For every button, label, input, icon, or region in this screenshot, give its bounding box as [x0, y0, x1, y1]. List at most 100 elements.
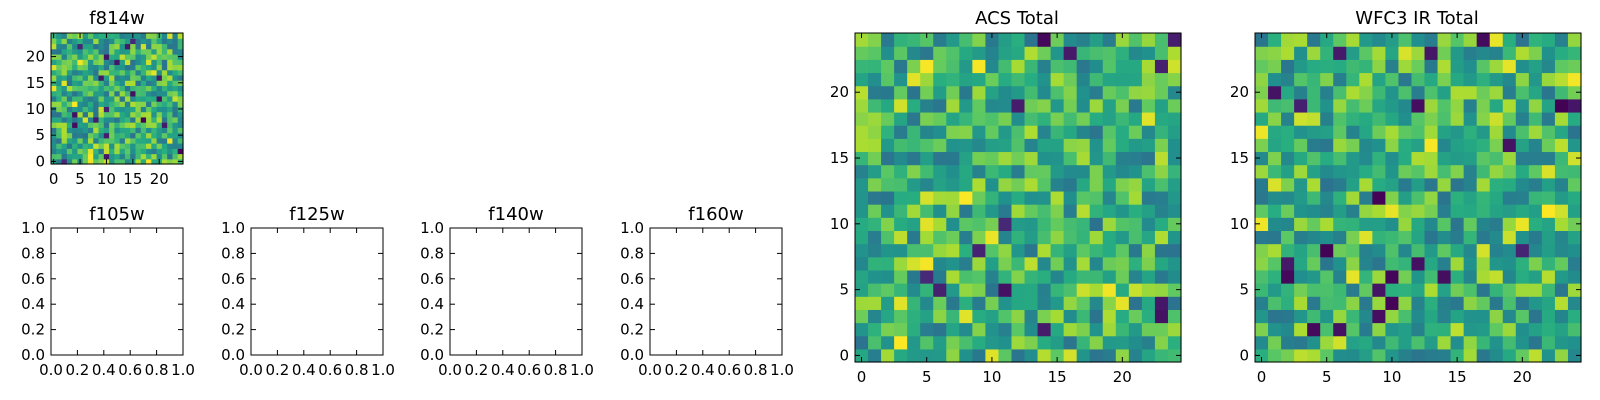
f814w-cell [177, 59, 184, 66]
wfc3-ir-total-cell [1476, 72, 1491, 87]
acs-total-cell [881, 309, 895, 324]
f814w-cell [77, 137, 84, 144]
f814w-cell [61, 158, 68, 165]
wfc3-ir-total-cell [1567, 98, 1582, 113]
panel-f105w: f105w 0.0 0.2 0.4 0.6 0.8 1.00.00.20.40.60.81… [21, 204, 195, 379]
wfc3-ir-total-cell [1294, 283, 1308, 297]
acs-total-cell [1102, 296, 1117, 310]
acs-total-cell [1076, 85, 1091, 100]
f814w-cell [87, 59, 94, 66]
f160w-y-tick-label: 0.0 [620, 346, 644, 364]
wfc3-ir-total-cell [1567, 72, 1582, 87]
wfc3-ir-total-cell [1489, 230, 1504, 245]
acs-total-cell [907, 296, 921, 310]
acs-total-cell [1024, 204, 1039, 218]
f814w-cell [82, 148, 89, 155]
f814w-cell [98, 148, 105, 155]
acs-total-cell [868, 33, 882, 47]
acs-total-cell [1115, 59, 1130, 74]
f814w-cell [109, 85, 115, 92]
acs-total-cell [1024, 125, 1039, 139]
wfc3-ir-total-cell [1424, 138, 1439, 153]
f814w-cell [51, 74, 57, 81]
acs-total-cell [1063, 164, 1078, 179]
f814w-cell [93, 106, 100, 113]
acs-total-cell [1011, 164, 1026, 179]
acs-total-cell [985, 190, 1000, 205]
f814w-cell [72, 33, 78, 39]
wfc3-ir-total-cell [1554, 204, 1569, 218]
f814w-cell [151, 132, 158, 139]
wfc3-ir-total-cell [1320, 177, 1334, 192]
acs-total-cell [998, 111, 1013, 126]
wfc3-ir-total-cell [1372, 283, 1386, 297]
acs-total-cell [972, 177, 986, 192]
acs-total-cell [1154, 309, 1169, 324]
f814w-cell [156, 132, 163, 139]
f814w-cell [135, 69, 142, 76]
acs-total-cell [985, 256, 1000, 271]
acs-total-cell [985, 335, 1000, 350]
wfc3-ir-total-cell [1320, 111, 1334, 126]
acs-total-cell [1089, 138, 1104, 153]
f140w-y-tick-label: 1.0 [420, 219, 444, 237]
wfc3-ir-total-cell [1554, 33, 1569, 47]
wfc3-ir-total-cell [1398, 256, 1413, 271]
wfc3-ir-total-cell [1567, 111, 1582, 126]
wfc3-ir-total-cell [1528, 322, 1543, 337]
f814w-cell [177, 122, 184, 128]
acs-total-cell [920, 322, 934, 337]
f814w-cell [140, 74, 147, 81]
f814w-cell [119, 59, 126, 66]
wfc3-ir-total-cell [1307, 322, 1321, 337]
wfc3-ir-total-y-tick-label: 15 [1230, 149, 1249, 167]
wfc3-ir-total-cell [1398, 309, 1413, 324]
acs-total-cell [881, 46, 895, 60]
f814w-cell [103, 111, 110, 118]
f814w-cell [177, 137, 184, 144]
acs-total-cell [1011, 138, 1026, 153]
acs-total-cell [1154, 190, 1169, 205]
acs-total-cell [1011, 256, 1026, 271]
acs-total-cell [946, 309, 960, 324]
f814w-cell [114, 148, 121, 155]
acs-total-cell [1128, 33, 1143, 47]
acs-total-cell [881, 256, 895, 271]
f814w-cell [103, 90, 110, 97]
acs-total-cell [1089, 46, 1104, 60]
acs-total-cell [868, 59, 882, 74]
f814w-cell [140, 80, 147, 86]
f814w-cell [135, 122, 142, 128]
f814w-cell [51, 143, 57, 149]
acs-total-cell [1167, 230, 1182, 245]
f814w-cell [72, 69, 78, 76]
acs-total-cell [1167, 309, 1182, 324]
acs-total-cell [920, 230, 934, 245]
acs-total-cell [1167, 72, 1182, 87]
acs-total-y-tick-label: 10 [830, 215, 849, 233]
f814w-cell [146, 43, 152, 50]
acs-total-cell [1011, 111, 1026, 126]
acs-total-cell [959, 59, 973, 74]
acs-total-cell [868, 151, 882, 166]
acs-total-cell [1024, 72, 1039, 87]
wfc3-ir-total-cell [1255, 164, 1269, 179]
wfc3-ir-total-cell [1554, 335, 1569, 350]
acs-total-cell [1063, 151, 1078, 166]
f105w-x-tick-label: 0.0 [39, 361, 63, 379]
f814w-cell [77, 95, 84, 102]
wfc3-ir-total-cell [1255, 322, 1269, 337]
f814w-cell [130, 43, 137, 50]
wfc3-ir-total-cell [1476, 151, 1491, 166]
acs-total-cell [920, 98, 934, 113]
f814w-cell [172, 132, 179, 139]
f814w-cell [151, 38, 158, 45]
f814w-cell [56, 90, 63, 97]
wfc3-ir-total-cell [1307, 296, 1321, 310]
wfc3-ir-total-cell [1476, 348, 1491, 363]
acs-total-cell [1011, 243, 1026, 258]
f814w-cell [66, 127, 73, 134]
acs-total-cell [1024, 269, 1039, 284]
f814w-cell [167, 74, 174, 81]
